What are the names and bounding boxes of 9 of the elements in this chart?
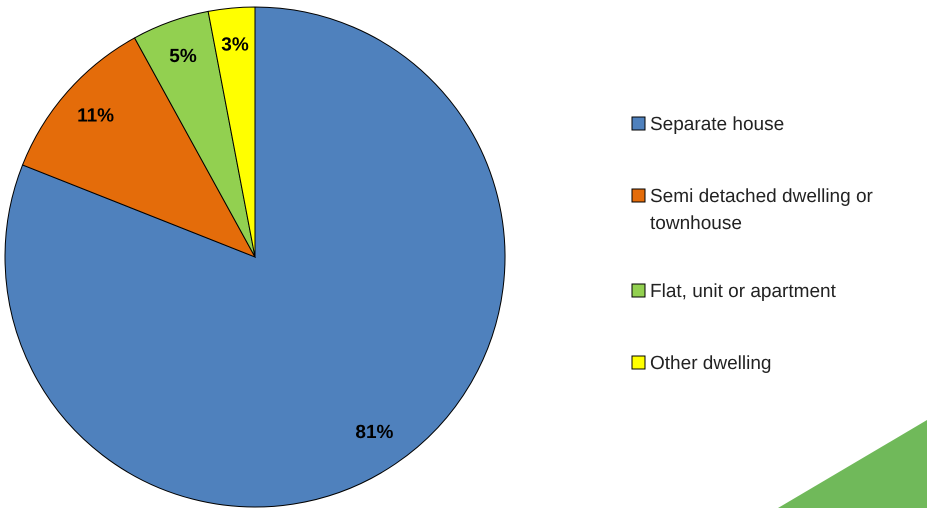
legend-label: Flat, unit or apartment bbox=[650, 281, 837, 302]
data-label: 11% bbox=[77, 105, 114, 126]
data-label: 3% bbox=[221, 34, 249, 56]
data-label: 81% bbox=[355, 422, 394, 443]
pie-slice bbox=[4, 6, 506, 508]
legend-label: Separate house bbox=[650, 114, 784, 136]
legend-label: Semi detached dwelling or townhouse bbox=[650, 186, 874, 234]
data-label: 5% bbox=[169, 46, 197, 68]
legend-label: Other dwelling bbox=[650, 353, 772, 374]
